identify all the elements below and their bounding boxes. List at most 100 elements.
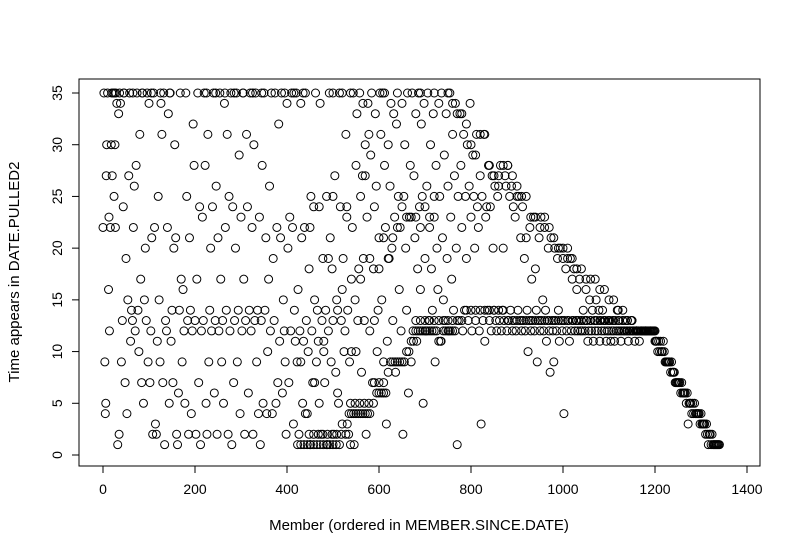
scatter-point [520, 326, 530, 336]
scatter-point [418, 398, 428, 408]
scatter-point [233, 305, 243, 315]
scatter-point [527, 274, 537, 284]
scatter-point [221, 305, 231, 315]
scatter-point [227, 440, 237, 450]
scatter-point [277, 388, 287, 398]
scatter-point [349, 409, 359, 419]
scatter-point [634, 336, 644, 346]
scatter-point [429, 212, 439, 222]
scatter-point [253, 305, 263, 315]
scatter-point [538, 295, 548, 305]
scatter-point [266, 88, 276, 98]
scatter-point [356, 274, 366, 284]
scatter-point [413, 264, 423, 274]
scatter-point [441, 109, 451, 119]
scatter-point [436, 336, 446, 346]
scatter-point [163, 109, 173, 119]
scatter-point [707, 429, 717, 439]
scatter-point [535, 222, 545, 232]
scatter-point [595, 316, 605, 326]
scatter-point [220, 88, 230, 98]
scatter-point [526, 212, 536, 222]
scatter-point [379, 378, 389, 388]
scatter-point [219, 398, 229, 408]
scatter-point [569, 264, 579, 274]
scatter-point [540, 316, 550, 326]
scatter-point [342, 202, 352, 212]
scatter-point [262, 409, 272, 419]
scatter-point [383, 140, 393, 150]
scatter-point [369, 202, 379, 212]
scatter-point [154, 295, 164, 305]
scatter-point [429, 316, 439, 326]
scatter-point [475, 129, 485, 139]
scatter-point [334, 398, 344, 408]
scatter-point [171, 233, 181, 243]
scatter-point [98, 222, 108, 232]
scatter-point [448, 326, 458, 336]
scatter-point [507, 326, 517, 336]
scatter-point [249, 140, 259, 150]
scatter-point [204, 357, 214, 367]
scatter-point [240, 429, 250, 439]
scatter-point [534, 233, 544, 243]
scatter-point [445, 88, 455, 98]
scatter-point [312, 305, 322, 315]
scatter-point [553, 316, 563, 326]
scatter-point [323, 326, 333, 336]
scatter-point [210, 316, 220, 326]
scatter-point [448, 98, 458, 108]
scatter-point [448, 129, 458, 139]
x-axis-title: Member (ordered in MEMBER.SINCE.DATE) [269, 517, 569, 534]
scatter-point [209, 388, 219, 398]
scatter-point [594, 305, 604, 315]
scatter-point [411, 326, 421, 336]
scatter-point [104, 212, 114, 222]
scatter-point [359, 316, 369, 326]
scatter-point [155, 357, 165, 367]
scatter-point [299, 222, 309, 232]
scatter-point [586, 316, 596, 326]
y-tick-label: 10 [49, 344, 65, 360]
scatter-point [406, 212, 416, 222]
scatter-point [289, 88, 299, 98]
scatter-point [526, 326, 536, 336]
scatter-point [567, 316, 577, 326]
scatter-point [318, 440, 328, 450]
scatter-point [187, 326, 197, 336]
scatter-point [324, 88, 334, 98]
scatter-point [369, 316, 379, 326]
scatter-point [430, 357, 440, 367]
scatter-point [298, 88, 308, 98]
scatter-point [563, 243, 573, 253]
scatter-point [429, 88, 439, 98]
scatter-point [267, 409, 277, 419]
scatter-point [466, 140, 476, 150]
scatter-point [394, 285, 404, 295]
scatter-point [475, 171, 485, 181]
scatter-point [543, 243, 553, 253]
scatter-point [151, 429, 161, 439]
scatter-point [142, 88, 152, 98]
scatter-point [349, 440, 359, 450]
scatter-point [530, 212, 540, 222]
scatter-point [365, 326, 375, 336]
scatter-point [179, 326, 189, 336]
scatter-point [507, 171, 517, 181]
scatter-point [488, 243, 498, 253]
scatter-point [484, 305, 494, 315]
scatter-point [445, 326, 455, 336]
scatter-point [320, 378, 330, 388]
scatter-point [506, 181, 516, 191]
scatter-point [160, 440, 170, 450]
scatter-point [345, 357, 355, 367]
scatter-point [471, 316, 481, 326]
scatter-point [110, 88, 119, 98]
scatter-point [590, 274, 600, 284]
scatter-point [334, 88, 344, 98]
scatter-point [397, 202, 407, 212]
scatter-point [463, 316, 473, 326]
scatter-point [420, 202, 430, 212]
scatter-point [286, 326, 296, 336]
